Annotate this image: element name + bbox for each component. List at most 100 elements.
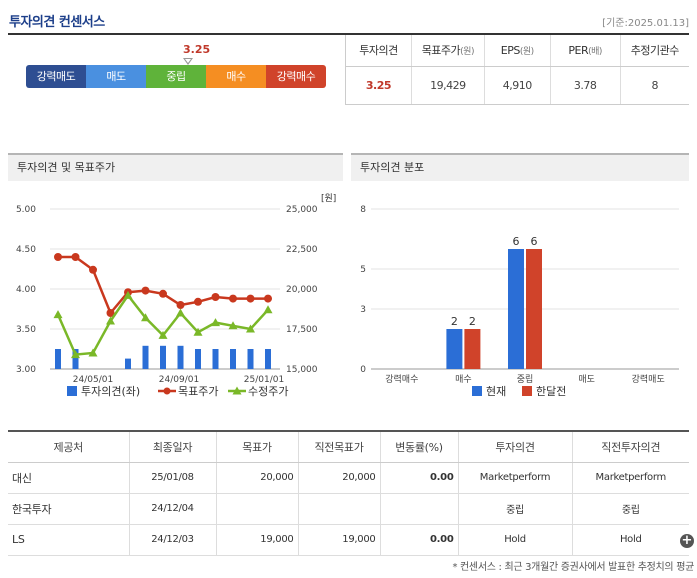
page-title: 투자의견 컨센서스 [9, 15, 105, 30]
table-row: LS 24/12/03 19,000 19,000 0.00 Hold Hold [8, 524, 689, 556]
cell-change: 0.00 [379, 462, 458, 494]
legend-month-ago-icon [522, 386, 532, 396]
legend-bar-icon [67, 386, 77, 396]
target-price-line [58, 255, 268, 316]
y-axis-tick-label: 0 [360, 365, 366, 375]
consensus-summary-table: 투자의견 목표주가(원) EPS(원) PER(배) 추정기관수 3.25 19… [345, 35, 689, 105]
opinion-bar [142, 345, 149, 369]
x-axis-tick-label: 매도 [578, 374, 595, 385]
adjusted-price-point [71, 350, 80, 359]
right-axis-tick-label: 22,500 [286, 245, 318, 255]
cell-target: 20,000 [215, 462, 298, 494]
target-price-point [246, 294, 255, 303]
cell-prev-target: 19,000 [297, 524, 380, 556]
current-bar [508, 249, 524, 369]
target-price-point [159, 289, 167, 298]
expand-plus-icon[interactable]: + [680, 533, 694, 548]
right-axis-tick-label: 20,000 [286, 285, 318, 295]
legend-label: 수정주가 [248, 385, 288, 398]
opinion-bar [247, 349, 254, 369]
right-axis-tick-label: 15,000 [286, 365, 318, 375]
opinion-bar [230, 349, 236, 369]
gauge-segment-strong-sell: 강력매도 [26, 65, 86, 88]
adjusted-price-point [106, 316, 115, 325]
adjusted-price-point [123, 290, 133, 299]
cell-opinion: 중립 [457, 493, 572, 525]
cell-provider: 대신 [8, 462, 129, 494]
summary-header-opinion: 투자의견 [345, 35, 412, 67]
opinion-distribution-chart: 8 5 3 0 2 2 6 6 강력매수 매수 중립 매도 강력매도 현재 한달전 [360, 205, 679, 398]
cell-provider: LS [8, 524, 129, 556]
cell-prev-opinion: 중립 [571, 493, 689, 525]
x-axis-tick-label: 25/01/01 [244, 375, 284, 385]
target-price-point [264, 294, 272, 303]
opinion-price-panel-title: 투자의견 및 목표주가 [8, 153, 343, 181]
bar-value-label: 6 [531, 235, 538, 248]
left-axis-tick-label: 3.00 [16, 365, 36, 375]
consensus-score: 3.25 [183, 43, 211, 56]
right-axis-unit: [원] [321, 193, 336, 204]
gauge-segment-buy: 매수 [206, 65, 266, 88]
left-axis-tick-label: 4.50 [16, 245, 36, 255]
cell-change [379, 493, 458, 525]
target-price-point [176, 301, 185, 309]
adjusted-price-point [228, 321, 238, 330]
legend-triangle-icon [232, 386, 242, 395]
cell-prev-target: 20,000 [297, 462, 380, 494]
adjusted-price-point [141, 313, 150, 322]
y-axis-tick-label: 5 [360, 265, 366, 275]
col-header-opinion: 투자의견 [457, 430, 572, 463]
right-axis-tick-label: 17,500 [286, 325, 318, 335]
month-ago-bar [464, 329, 481, 369]
x-axis-tick-label: 매수 [455, 374, 472, 385]
summary-header-target-price: 목표주가(원) [410, 35, 485, 67]
cell-provider: 한국투자 [8, 493, 129, 525]
y-axis-tick-label: 3 [360, 305, 366, 315]
footnote: * 컨센서스 : 최근 3개월간 증권사에서 발표한 추정치의 평균 [452, 562, 694, 573]
target-price-point [71, 253, 80, 261]
legend-label: 한달전 [536, 385, 566, 398]
col-header-target: 목표가 [215, 430, 298, 463]
target-price-point [194, 297, 202, 306]
opinion-bar [195, 349, 201, 369]
bar-value-label: 2 [469, 315, 476, 328]
x-axis-tick-label: 강력매도 [632, 373, 665, 385]
summary-header-per: PER(배) [549, 35, 621, 67]
adjusted-price-line [56, 293, 269, 356]
target-price-point [54, 253, 62, 261]
opinion-bar [160, 345, 166, 369]
legend-label: 현재 [486, 385, 506, 398]
adjusted-price-point [176, 308, 185, 317]
col-header-date: 최종일자 [128, 430, 216, 463]
opinion-bar [55, 349, 61, 369]
opinion-bar [72, 349, 79, 369]
cell-prev-opinion: Hold [571, 524, 689, 556]
col-header-prev-opinion: 직전투자의견 [571, 430, 689, 463]
current-bar [446, 329, 463, 369]
base-date: [기준:2025.01.13] [602, 18, 689, 29]
target-price-point [89, 265, 97, 274]
legend-dot-icon [163, 387, 171, 395]
right-axis-tick-label: 25,000 [286, 205, 318, 215]
left-axis-tick-label: 4.00 [16, 285, 36, 295]
x-axis-tick-label: 24/05/01 [73, 375, 113, 385]
cell-prev-opinion: Marketperform [571, 462, 689, 494]
bar-value-label: 2 [451, 315, 458, 328]
y-axis-tick-label: 8 [360, 205, 366, 215]
gauge-segment-neutral: 중립 [146, 65, 206, 88]
table-row: 한국투자 24/12/04 중립 중립 [8, 493, 689, 525]
col-header-change: 변동률(%) [379, 430, 458, 463]
target-price-point [141, 286, 150, 295]
table-row: 대신 25/01/08 20,000 20,000 0.00 Marketper… [8, 462, 689, 494]
opinion-bar [177, 345, 184, 369]
target-price-point [229, 294, 237, 303]
adjusted-price-point [246, 324, 255, 333]
legend-label: 투자의견(좌) [81, 385, 140, 398]
opinion-bar [212, 349, 219, 369]
adjusted-price-point [193, 327, 203, 336]
adjusted-price-point [211, 318, 220, 327]
cell-change: 0.00 [379, 524, 458, 556]
gauge-segment-strong-buy: 강력매수 [266, 65, 326, 88]
distribution-panel-title: 투자의견 분포 [351, 153, 689, 181]
summary-header-analyst-count: 추정기관수 [619, 35, 689, 67]
